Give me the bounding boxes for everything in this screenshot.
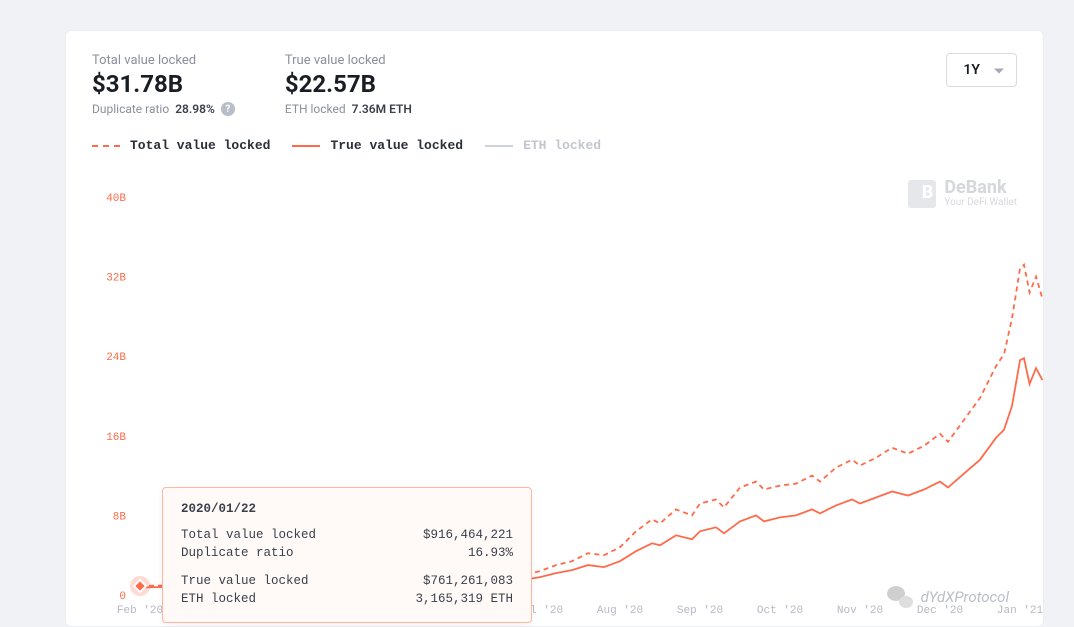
wechat-badge: dYdXProtocol: [887, 586, 1009, 608]
x-tick-label: Nov '20: [837, 605, 883, 617]
tooltip-row-label: ETH locked: [181, 590, 374, 608]
tooltip: 2020/01/22 Total value locked$916,464,22…: [162, 487, 532, 623]
period-select[interactable]: 1Y: [946, 53, 1017, 87]
tooltip-row-label: Total value locked: [181, 526, 374, 544]
tooltip-row: True value locked$761,261,083: [181, 572, 513, 590]
y-tick-label: 0: [119, 591, 126, 603]
period-value: 1Y: [963, 62, 980, 78]
y-tick-label: 40B: [106, 193, 126, 205]
legend-true-label: True value locked: [330, 138, 463, 153]
tooltip-row: Total value locked$916,464,221: [181, 526, 513, 544]
tooltip-table: Total value locked$916,464,221Duplicate …: [181, 526, 513, 608]
legend-total-swatch: [92, 145, 120, 147]
x-tick-label: Feb '20: [117, 605, 163, 617]
x-tick-label: Sep '20: [677, 605, 723, 617]
help-icon[interactable]: ?: [221, 102, 235, 116]
legend-true-swatch: [292, 145, 320, 147]
legend-total-label: Total value locked: [130, 138, 270, 153]
wechat-icon: [887, 586, 913, 608]
tooltip-row-value: $916,464,221: [374, 526, 513, 544]
chart[interactable]: 08B16B24B32B40BFeb '20Mar '20Apr '20May …: [92, 197, 1017, 616]
tooltip-date: 2020/01/22: [181, 502, 513, 516]
legend-true[interactable]: True value locked: [292, 138, 463, 153]
x-tick-label: Oct '20: [757, 605, 803, 617]
metric-dup-value: 28.98%: [175, 102, 215, 116]
header-row: Total value locked $31.78B Duplicate rat…: [92, 53, 1017, 116]
tooltip-row-value: 16.93%: [374, 544, 513, 562]
tooltip-row-value: $761,261,083: [374, 572, 513, 590]
y-tick-label: 32B: [106, 273, 126, 285]
y-tick-label: 24B: [106, 352, 126, 364]
tooltip-row: Duplicate ratio16.93%: [181, 544, 513, 562]
tooltip-row-label: True value locked: [181, 572, 374, 590]
metric-total-label: Total value locked: [92, 53, 235, 68]
metric-true-value: $22.57B: [285, 70, 412, 98]
metric-total: Total value locked $31.78B Duplicate rat…: [92, 53, 235, 116]
tooltip-row-label: Duplicate ratio: [181, 544, 374, 562]
legend-eth-swatch: [485, 145, 513, 147]
legend-eth[interactable]: ETH locked: [485, 138, 601, 153]
y-tick-label: 16B: [106, 432, 126, 444]
metric-eth: ETH locked 7.36M ETH: [285, 102, 412, 116]
metric-dup: Duplicate ratio 28.98% ?: [92, 102, 235, 116]
metric-total-value: $31.78B: [92, 70, 235, 98]
metric-true-label: True value locked: [285, 53, 412, 68]
metric-eth-value: 7.36M ETH: [352, 102, 412, 116]
legend-eth-label: ETH locked: [523, 138, 601, 153]
y-tick-label: 8B: [113, 511, 127, 523]
metric-dup-label: Duplicate ratio: [92, 102, 169, 116]
metric-eth-label: ETH locked: [285, 102, 346, 116]
chart-card: Total value locked $31.78B Duplicate rat…: [65, 30, 1044, 627]
watermark-title: DeBank: [944, 179, 1017, 197]
tooltip-row: ETH locked3,165,319 ETH: [181, 590, 513, 608]
legend: Total value locked True value locked ETH…: [92, 138, 1017, 153]
x-tick-label: Aug '20: [597, 605, 643, 617]
legend-total[interactable]: Total value locked: [92, 138, 270, 153]
tooltip-row-value: 3,165,319 ETH: [374, 590, 513, 608]
wechat-text: dYdXProtocol: [921, 588, 1009, 606]
metric-true: True value locked $22.57B ETH locked 7.3…: [285, 53, 412, 116]
